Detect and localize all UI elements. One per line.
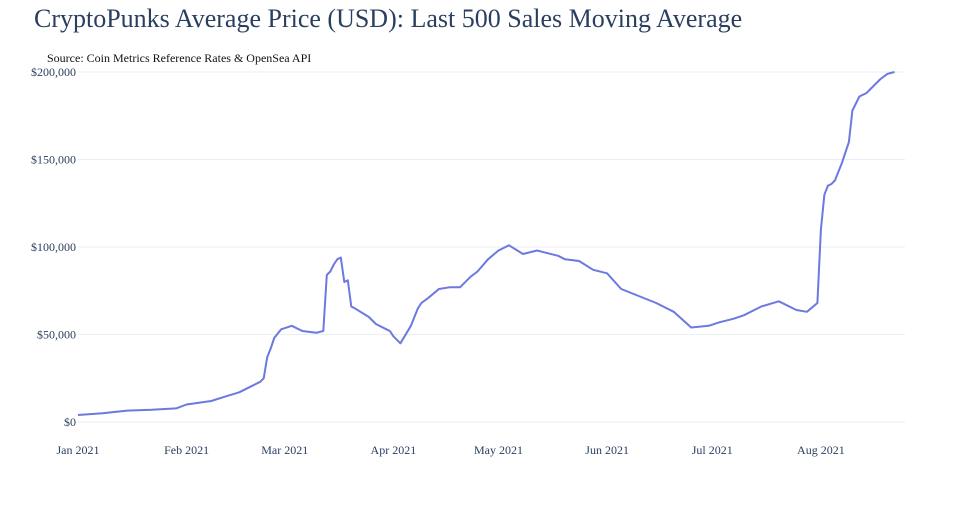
y-tick-label: $0 bbox=[64, 415, 76, 429]
x-tick-label: Feb 2021 bbox=[164, 443, 209, 457]
series-layer bbox=[77, 71, 895, 416]
y-axis: $0 $50,000 $100,000 $150,000 $200,000 bbox=[31, 65, 76, 429]
x-tick-label: Aug 2021 bbox=[797, 443, 845, 457]
x-tick-label: Jul 2021 bbox=[692, 443, 733, 457]
chart-subtitle: Source: Coin Metrics Reference Rates & O… bbox=[47, 51, 312, 65]
x-tick-label: Mar 2021 bbox=[261, 443, 308, 457]
series-line bbox=[77, 71, 895, 416]
x-axis: Jan 2021 Feb 2021 Mar 2021 Apr 2021 May 2021… bbox=[57, 443, 845, 457]
x-tick-label: May 2021 bbox=[474, 443, 523, 457]
chart-title: CryptoPunks Average Price (USD): Last 50… bbox=[34, 4, 743, 33]
x-tick-label: Jun 2021 bbox=[585, 443, 629, 457]
y-tick-label: $200,000 bbox=[31, 65, 76, 79]
gridlines bbox=[78, 71, 905, 423]
y-tick-label: $100,000 bbox=[31, 240, 76, 254]
y-tick-label: $150,000 bbox=[31, 153, 76, 167]
x-tick-label: Apr 2021 bbox=[371, 443, 417, 457]
y-tick-label: $50,000 bbox=[37, 328, 76, 342]
x-tick-label: Jan 2021 bbox=[57, 443, 100, 457]
